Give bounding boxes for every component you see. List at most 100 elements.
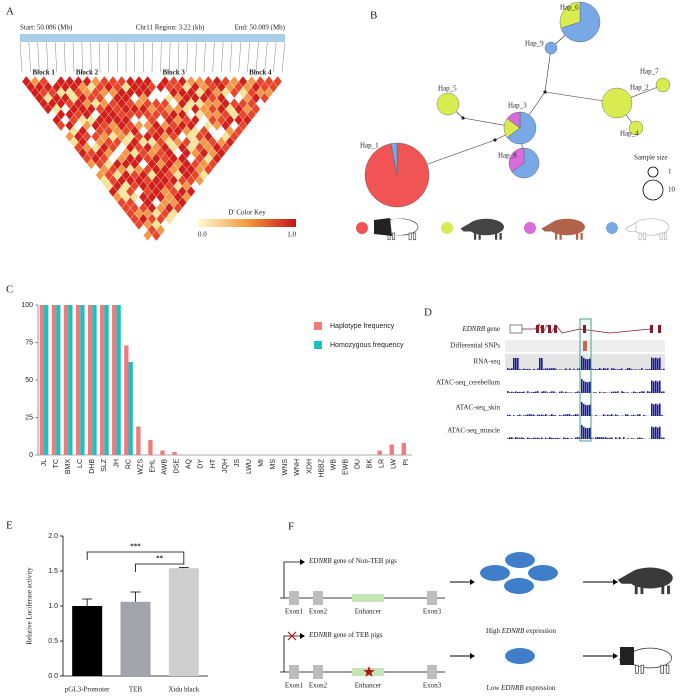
signal xyxy=(575,392,577,393)
pig-leg xyxy=(634,585,638,595)
signal xyxy=(587,428,589,439)
snp-link xyxy=(195,41,197,73)
signal xyxy=(531,392,533,393)
signal xyxy=(603,414,605,416)
signal xyxy=(601,369,603,370)
pig-leg xyxy=(555,233,558,240)
signal xyxy=(591,368,593,370)
pig-icon xyxy=(460,218,504,240)
size-large-label: 10 xyxy=(668,186,676,194)
signal xyxy=(523,437,525,439)
signal xyxy=(513,392,515,393)
exon-box xyxy=(289,665,299,679)
signal xyxy=(631,369,633,370)
legend-label: Haplotype frequency xyxy=(330,323,395,330)
signal xyxy=(625,414,627,416)
signal xyxy=(533,391,535,393)
exon-box xyxy=(289,591,299,605)
signal xyxy=(507,368,509,370)
signal xyxy=(599,391,601,393)
signal xyxy=(585,359,587,370)
exon-box xyxy=(427,665,437,679)
signal xyxy=(563,437,565,439)
pig-body xyxy=(549,218,585,236)
bar xyxy=(100,305,105,455)
signal xyxy=(539,438,541,439)
key-bar xyxy=(198,219,296,227)
mutation-star xyxy=(363,666,375,677)
signal xyxy=(657,404,659,416)
signal xyxy=(567,437,569,439)
pig-leg xyxy=(664,232,668,241)
snp-link xyxy=(81,41,83,73)
signal xyxy=(657,427,659,439)
x-tick-label: MI xyxy=(258,459,265,467)
pig-body xyxy=(632,218,670,236)
label-part: EDNRB xyxy=(501,627,525,635)
gene-box xyxy=(509,324,523,334)
hap-label: Hap_4 xyxy=(620,130,639,138)
pig-belt xyxy=(392,218,402,236)
signal xyxy=(529,392,531,393)
signal xyxy=(593,392,595,393)
signal xyxy=(617,391,619,393)
ld-cell xyxy=(273,75,283,88)
panel-label: F xyxy=(288,521,294,533)
pig-leg xyxy=(643,232,647,241)
snp-link xyxy=(151,41,153,73)
signal xyxy=(633,438,635,439)
pig-leg xyxy=(499,233,502,240)
signal xyxy=(559,414,561,416)
signal xyxy=(523,415,525,416)
signal xyxy=(605,392,607,393)
signal xyxy=(567,392,569,393)
x-tick-label: DY xyxy=(198,459,205,469)
signal xyxy=(625,369,627,370)
signal xyxy=(519,437,521,439)
x-tick-label: BK xyxy=(367,459,374,469)
signal xyxy=(607,437,609,439)
track-label: RNA-seq xyxy=(474,358,501,366)
signal xyxy=(587,382,589,393)
signal xyxy=(659,357,661,370)
signal xyxy=(539,358,541,370)
x-tick-label: pGL3-Promoter xyxy=(65,686,110,694)
signal xyxy=(519,414,521,416)
signal xyxy=(553,391,555,393)
signal xyxy=(621,368,623,370)
bar xyxy=(124,345,129,455)
signal xyxy=(655,426,657,439)
x-tick-label: EWB xyxy=(342,459,349,475)
signal xyxy=(633,391,635,393)
x-tick-label: XDH xyxy=(306,459,313,474)
region-bar xyxy=(20,34,285,42)
bar xyxy=(92,305,97,455)
hap-label: Hap_9 xyxy=(525,40,544,48)
signal xyxy=(615,437,617,439)
bar xyxy=(87,305,93,455)
exon xyxy=(536,325,539,333)
signal xyxy=(545,437,547,439)
pig-leg xyxy=(478,233,481,240)
pig-leg xyxy=(635,664,639,674)
signal xyxy=(613,391,615,393)
pig-icon xyxy=(625,218,670,241)
signal xyxy=(583,403,585,416)
signal xyxy=(611,391,613,393)
signal xyxy=(609,437,611,439)
significance-bracket xyxy=(135,563,185,572)
significance-bracket xyxy=(86,551,185,565)
part-label: Exon3 xyxy=(423,682,442,690)
signal xyxy=(553,414,555,416)
bar xyxy=(75,305,81,455)
label-part: expression xyxy=(524,684,556,692)
signal xyxy=(591,415,593,416)
hap-slice xyxy=(655,77,671,93)
significance-label: *** xyxy=(130,543,141,551)
highlight xyxy=(579,318,592,442)
signal xyxy=(621,391,623,393)
junction xyxy=(461,116,465,120)
legend-dot xyxy=(441,222,453,234)
exon xyxy=(548,325,551,333)
